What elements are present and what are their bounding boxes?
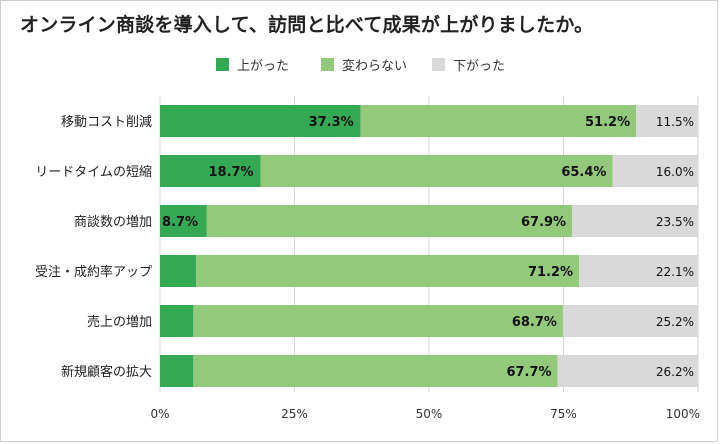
x-tick-label: 50% xyxy=(416,407,443,421)
data-label: 68.7% xyxy=(512,315,557,330)
x-tick-label: 25% xyxy=(281,407,308,421)
chart-title: オンライン商談を導入して、訪問と比べて成果が上がりましたか。 xyxy=(20,14,594,36)
bar-segment xyxy=(193,355,558,387)
legend-swatch xyxy=(216,58,229,71)
bar-segment xyxy=(562,305,699,337)
x-tick-label: 0% xyxy=(150,407,169,421)
data-label: 16.0% xyxy=(656,165,694,179)
category-labels: 移動コスト削減リードタイムの短縮商談数の増加受注・成約率アップ売上の増加新規顧客… xyxy=(35,114,152,380)
data-label: 22.1% xyxy=(656,265,694,279)
data-label: 37.3% xyxy=(309,115,354,130)
data-label: 65.4% xyxy=(561,165,606,180)
legend-label: 上がった xyxy=(237,59,289,74)
bar-segment xyxy=(160,355,194,387)
category-label: 売上の増加 xyxy=(87,314,152,330)
bar-segment xyxy=(360,105,637,137)
bar-segment xyxy=(160,255,197,287)
data-label: 67.9% xyxy=(521,215,566,230)
data-label: 25.2% xyxy=(656,315,694,329)
bar-segment xyxy=(193,305,563,337)
legend-swatch xyxy=(321,58,334,71)
bar-segment xyxy=(557,355,699,387)
bar-segment xyxy=(572,205,699,237)
bar-segment xyxy=(196,255,580,287)
bar-area: 37.3% 51.2% 11.5% 18.7% 65.4% 16.0% 8.7% 67.9% 2… xyxy=(160,105,699,387)
data-label: 23.5% xyxy=(656,215,694,229)
bar-segment xyxy=(160,305,194,337)
grid-lines xyxy=(159,96,699,392)
bar-segment xyxy=(160,155,261,187)
legend-swatch xyxy=(432,58,445,71)
category-label: 受注・成約率アップ xyxy=(35,264,152,280)
legend-label: 変わらない xyxy=(342,58,407,74)
x-tick-label: 100% xyxy=(666,407,700,421)
legend-label: 下がった xyxy=(453,59,505,74)
bar-segment xyxy=(579,255,698,287)
data-label: 51.2% xyxy=(585,115,630,130)
bar-segment xyxy=(160,105,361,137)
bar-segment xyxy=(260,155,613,187)
category-label: 新規顧客の拡大 xyxy=(61,364,152,380)
category-label: リードタイムの短縮 xyxy=(35,164,152,180)
data-label: 67.7% xyxy=(506,365,551,380)
bar-segment xyxy=(612,155,699,187)
category-label: 移動コスト削減 xyxy=(61,114,152,130)
x-tick-label: 75% xyxy=(550,407,577,421)
bar-segment xyxy=(206,205,573,237)
category-label: 商談数の増加 xyxy=(74,214,152,230)
data-label: 11.5% xyxy=(656,115,694,129)
data-label: 71.2% xyxy=(528,265,573,280)
data-label: 26.2% xyxy=(656,365,694,379)
data-label: 8.7% xyxy=(162,215,198,230)
x-axis-ticks: 0% 25% 50% 75% 100% xyxy=(150,407,700,421)
bar-segment xyxy=(160,205,207,237)
data-label: 18.7% xyxy=(208,165,253,180)
bar-segment xyxy=(636,105,698,137)
chart-legend: 上がった 変わらない 下がった xyxy=(216,58,505,74)
